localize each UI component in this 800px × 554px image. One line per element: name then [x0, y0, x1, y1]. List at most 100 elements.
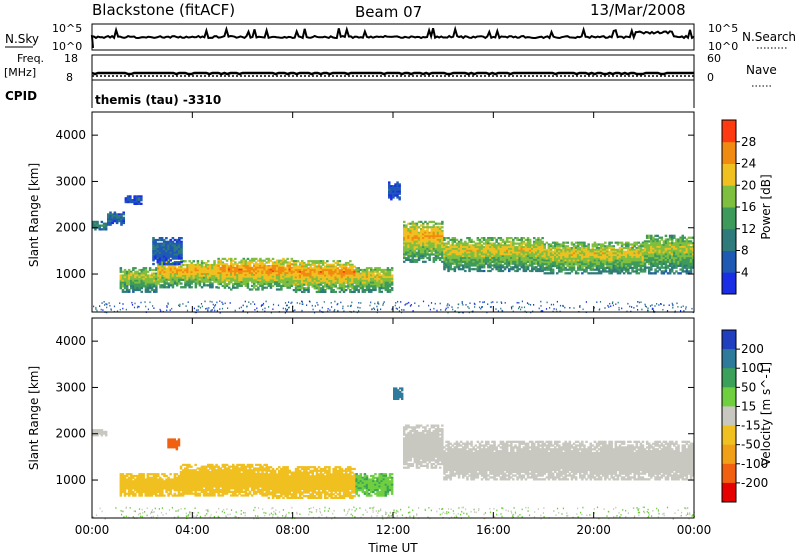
heatmap-cell [533, 251, 536, 254]
heatmap-cell [344, 271, 348, 274]
heatmap-cell [537, 246, 540, 249]
heatmap-cell [645, 247, 649, 251]
heatmap-cell [660, 272, 664, 275]
heatmap-cell [539, 253, 542, 256]
heatmap-cell [528, 303, 530, 305]
heatmap-cell [443, 260, 446, 263]
heatmap-cell [445, 257, 448, 260]
heatmap-cell [564, 261, 567, 264]
heatmap-cell [549, 259, 553, 262]
heatmap-cell [227, 274, 231, 277]
heatmap-cell [94, 222, 97, 225]
heatmap-cell [648, 255, 651, 258]
heatmap-cell [566, 261, 569, 264]
heatmap-cell [660, 266, 664, 269]
heatmap-cell [301, 290, 304, 293]
heatmap-cell [614, 265, 618, 268]
heatmap-cell [447, 262, 450, 265]
heatmap-cell [313, 274, 317, 277]
heatmap-cell [144, 285, 148, 288]
heatmap-cell [616, 266, 620, 269]
heatmap-cell [537, 258, 540, 262]
heatmap-cell [175, 246, 179, 249]
heatmap-cell [495, 248, 498, 251]
heatmap-cell [593, 241, 597, 244]
heatmap-cell [198, 265, 202, 268]
heatmap-cell [589, 263, 592, 266]
heatmap-cell [432, 237, 436, 240]
heatmap-cell [691, 307, 693, 310]
heatmap-cell [558, 263, 561, 266]
heatmap-cell [378, 267, 381, 270]
heatmap-cell [568, 248, 572, 251]
heatmap-cell [681, 255, 684, 258]
heatmap-cell [656, 264, 659, 267]
heatmap-cell [579, 305, 581, 307]
heatmap-cell [579, 257, 582, 260]
heatmap-cell [438, 244, 442, 247]
heatmap-cell [512, 249, 515, 252]
heatmap-cell [324, 283, 327, 286]
heatmap-cell [246, 274, 250, 277]
heatmap-cell [160, 244, 164, 247]
heatmap-cell [124, 197, 128, 200]
heatmap-cell [257, 286, 260, 289]
heatmap-cell [501, 249, 505, 252]
heatmap-cell [190, 265, 193, 268]
heatmap-cell [326, 263, 329, 266]
heatmap-cell [286, 279, 289, 282]
heatmap-cell [309, 272, 312, 275]
nsearch-hi-label: 10^5 [708, 22, 738, 35]
heatmap-cell [656, 242, 659, 245]
heatmap-cell [324, 269, 327, 272]
heatmap-cell [328, 278, 331, 281]
heatmap-cell [311, 260, 314, 263]
heatmap-cell [267, 277, 271, 280]
heatmap-cell [637, 268, 641, 271]
heatmap-cell [591, 263, 595, 266]
heatmap-cell [614, 250, 618, 253]
heatmap-cell [196, 269, 200, 272]
heatmap-cell [178, 262, 181, 266]
heatmap-cell [317, 290, 321, 293]
heatmap-cell [658, 262, 661, 266]
heatmap-cell [240, 263, 243, 266]
heatmap-cell [533, 257, 536, 260]
heatmap-cell [543, 254, 546, 257]
heatmap-cell [466, 248, 469, 251]
heatmap-cell [186, 280, 189, 283]
heatmap-cell [422, 257, 425, 260]
heatmap-cell [271, 274, 275, 277]
heatmap-cell [125, 276, 129, 279]
heatmap-cell [675, 257, 678, 260]
heatmap-cell [637, 252, 641, 255]
heatmap-cell [317, 283, 321, 286]
heatmap-cell [217, 259, 220, 262]
heatmap-cell [528, 240, 532, 243]
heatmap-cell [301, 260, 304, 263]
heatmap-cell [290, 275, 294, 278]
heatmap-cell [566, 252, 569, 255]
heatmap-cell [403, 226, 406, 229]
heatmap-cell [576, 268, 580, 271]
heatmap-cell [313, 283, 317, 286]
heatmap-cell [683, 262, 686, 266]
heatmap-cell [415, 237, 419, 240]
heatmap-cell [307, 287, 310, 290]
heatmap-cell [306, 304, 308, 306]
heatmap-cell [417, 251, 421, 254]
heatmap-cell [230, 265, 233, 268]
heatmap-cell [225, 263, 229, 266]
heatmap-cell [159, 275, 162, 278]
heatmap-cell [396, 187, 399, 190]
heatmap-cell [326, 280, 329, 283]
heatmap-cell [107, 216, 110, 219]
heatmap-cell [150, 285, 154, 288]
heatmap-cell [223, 283, 227, 286]
heatmap-cell [585, 247, 588, 250]
heatmap-cell [510, 248, 513, 251]
heatmap-cell [415, 222, 419, 225]
heatmap-cell [240, 274, 243, 277]
heatmap-cell [169, 284, 173, 287]
heatmap-cell [526, 266, 530, 269]
